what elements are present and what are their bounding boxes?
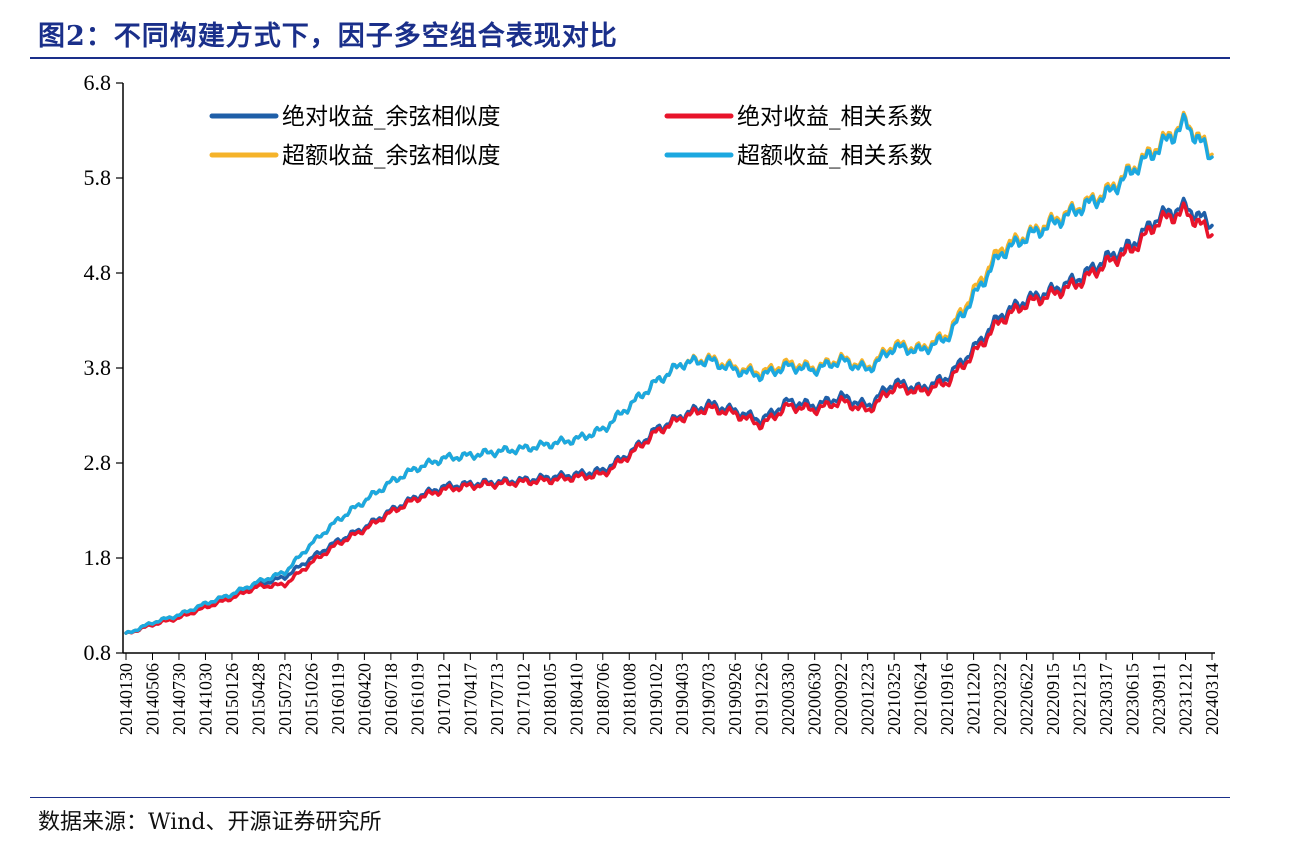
x-tick-label: 20200922: [831, 663, 851, 735]
x-tick-label: 20210624: [911, 663, 931, 735]
x-tick-label: 20150428: [248, 663, 268, 735]
x-tick-label: 20191226: [752, 663, 772, 735]
x-tick-label: 20180706: [593, 663, 613, 735]
x-tick-label: 20160718: [381, 663, 401, 735]
x-tick-label: 20200330: [778, 663, 798, 735]
series-line-4: [124, 112, 1214, 635]
y-tick-label: 6.8: [84, 70, 112, 95]
x-tick-label: 20150126: [222, 663, 242, 735]
x-tick-label: 20200630: [805, 663, 825, 735]
x-tick-label: 20190102: [646, 663, 666, 735]
x-tick-label: 20181008: [619, 663, 639, 735]
x-tick-label: 20210325: [884, 663, 904, 735]
x-tick-label: 20220322: [990, 663, 1010, 735]
x-tick-label: 20190926: [725, 663, 745, 735]
x-tick-label: 20210916: [937, 663, 957, 735]
x-axis-ticks: 20140130 20140506 20140730 20141030 20150126…: [116, 653, 1222, 735]
x-tick-label: 20170112: [434, 663, 454, 734]
y-tick-label: 0.8: [84, 640, 112, 665]
x-tick-label: 20140130: [116, 663, 136, 735]
x-tick-label: 20180410: [566, 663, 586, 735]
y-axis-ticks: 6.8 5.8 4.8 3.8 2.8 1.8 0.8: [84, 70, 123, 665]
legend-label-1: 绝对收益_余弦相似度: [282, 104, 501, 130]
series-line-2: [124, 201, 1214, 635]
x-tick-label: 20230911: [1149, 663, 1169, 734]
x-tick-label: 20171012: [513, 663, 533, 735]
y-tick-label: 5.8: [84, 165, 112, 190]
y-tick-label: 1.8: [84, 545, 112, 570]
title-rule: [30, 57, 1230, 59]
x-tick-label: 20180105: [540, 663, 560, 735]
y-tick-label: 2.8: [84, 450, 112, 475]
x-tick-label: 20140730: [169, 663, 189, 735]
x-tick-label: 20170713: [487, 663, 507, 735]
y-tick-label: 4.8: [84, 260, 112, 285]
x-tick-label: 20170417: [460, 663, 480, 735]
x-tick-label: 20230317: [1096, 663, 1116, 735]
x-tick-label: 20221215: [1070, 663, 1090, 735]
figure-title: 图2：不同构建方式下，因子多空组合表现对比: [38, 21, 618, 52]
x-tick-label: 20220915: [1043, 663, 1063, 735]
x-tick-label: 20150723: [275, 663, 295, 735]
x-tick-label: 20161019: [407, 663, 427, 735]
legend-label-3: 超额收益_余弦相似度: [282, 143, 501, 169]
source-rule: [30, 797, 1230, 798]
line-chart: 6.85.84.83.82.81.80.8 20140130 20140506 20…: [84, 70, 1223, 735]
x-tick-label: 20160420: [354, 663, 374, 735]
legend-label-4: 超额收益_相关系数: [737, 143, 933, 169]
x-tick-label: 20211220: [964, 663, 984, 734]
y-tick-label: 3.8: [84, 355, 112, 380]
x-tick-label: 20141030: [195, 663, 215, 735]
x-tick-label: 20231212: [1176, 663, 1196, 735]
x-tick-label: 20220622: [1017, 663, 1037, 735]
x-tick-label: 20230615: [1123, 663, 1143, 735]
x-tick-label: 20190703: [699, 663, 719, 735]
x-tick-label: 20151026: [301, 663, 321, 735]
x-tick-label: 20190403: [672, 663, 692, 735]
x-tick-label: 20140506: [142, 663, 162, 735]
series-lines: [124, 110, 1214, 635]
x-tick-label: 20201223: [858, 663, 878, 735]
x-tick-label: 20160119: [328, 663, 348, 734]
source-note: 数据来源：Wind、开源证券研究所: [38, 810, 382, 835]
x-tick-label: 20240314: [1202, 663, 1222, 735]
legend-label-2: 绝对收益_相关系数: [737, 104, 933, 130]
